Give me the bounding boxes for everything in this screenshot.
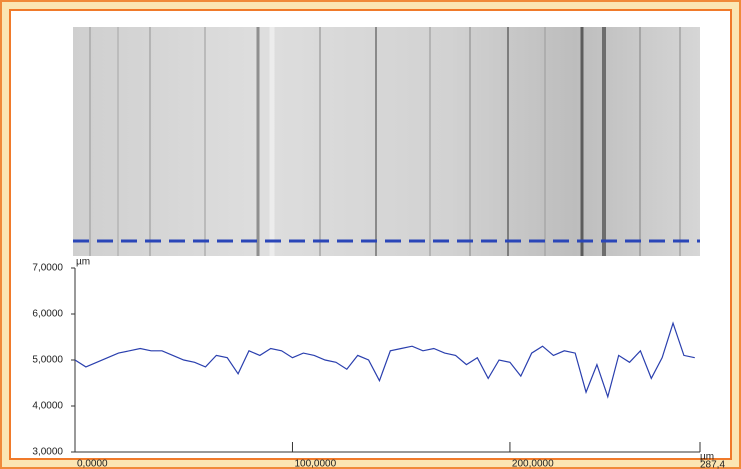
y-axis-unit: µm <box>76 257 90 268</box>
y-tick-label: 5,0000 <box>32 355 63 366</box>
y-tick-label: 3,0000 <box>32 447 63 458</box>
y-tick-label: 7,0000 <box>32 263 63 274</box>
x-axis-unit: µm <box>700 452 714 463</box>
y-tick-label: 4,0000 <box>32 401 63 412</box>
x-tick-label: 0,0000 <box>77 459 108 469</box>
x-tick-label: 100,0000 <box>294 459 336 469</box>
y-tick-label: 6,0000 <box>32 309 63 320</box>
stripes <box>89 27 681 256</box>
x-tick-label: 287,4 <box>700 460 725 469</box>
x-tick-label: 200,0000 <box>512 459 554 469</box>
micrograph-background <box>73 27 700 256</box>
profile <box>74 321 695 399</box>
micrograph <box>73 27 700 256</box>
